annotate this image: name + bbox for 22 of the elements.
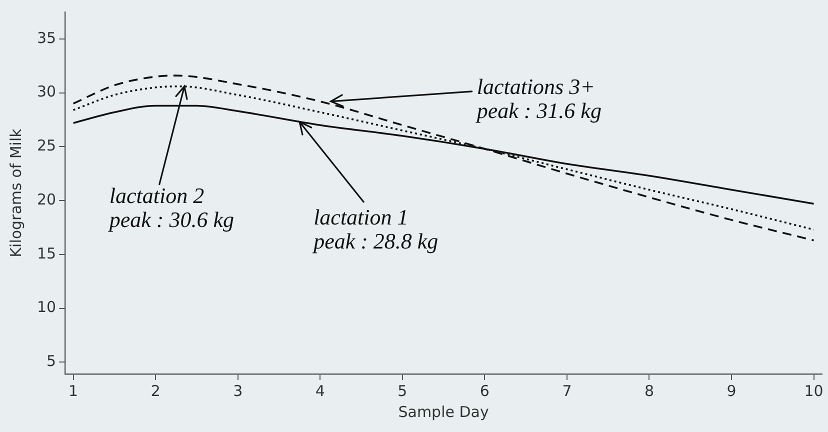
x-tick-label: 3 xyxy=(233,382,243,400)
x-tick-label: 8 xyxy=(644,382,654,400)
annotation: lactations 3+ peak : 31.6 kg xyxy=(474,74,602,124)
y-tick-label: 30 xyxy=(36,82,56,101)
y-tick-label: 25 xyxy=(36,136,56,155)
y-tick-label: 10 xyxy=(36,298,56,316)
y-tick-label: 35 xyxy=(36,28,56,47)
x-tick-label: 1 xyxy=(68,382,78,400)
x-tick-label: 10 xyxy=(804,382,824,400)
y-tick-label: 5 xyxy=(46,352,56,370)
x-tick-label: 7 xyxy=(562,382,572,400)
x-tick-label: 2 xyxy=(150,382,160,400)
y-tick-label: 20 xyxy=(36,190,56,208)
annotation: lactation 1 peak : 28.8 kg xyxy=(312,204,438,254)
x-tick-label: 4 xyxy=(315,382,325,400)
y-axis-title: Kilograms of Milk xyxy=(6,128,25,258)
x-tick-label: 6 xyxy=(480,382,490,400)
y-tick-label: 15 xyxy=(36,244,56,262)
x-axis-title: Sample Day xyxy=(398,402,489,421)
x-tick-label: 9 xyxy=(726,382,736,400)
annotation: lactation 2 peak : 30.6 kg xyxy=(107,183,234,232)
x-tick-label: 5 xyxy=(398,382,408,400)
